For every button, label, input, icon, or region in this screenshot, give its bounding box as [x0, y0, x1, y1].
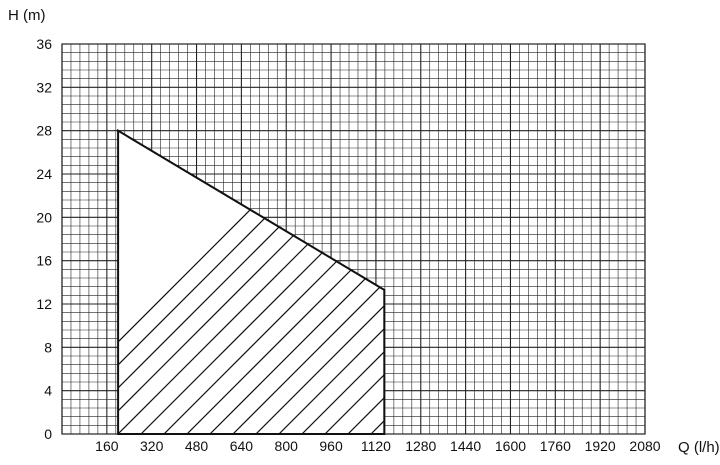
hatch-line: [118, 130, 385, 434]
hatch-line: [252, 130, 385, 434]
y-axis-label: H (m): [8, 7, 46, 24]
x-tick-label: 480: [185, 438, 209, 454]
x-tick-label: 160: [95, 438, 119, 454]
y-tick-label: 16: [36, 253, 52, 269]
hatch-line: [667, 0, 720, 460]
hatch-line: [118, 130, 385, 434]
hatch-line: [118, 130, 385, 434]
area-outline: [117, 128, 386, 435]
y-tick-label: 0: [44, 426, 52, 442]
x-tick-label: 800: [275, 438, 299, 454]
y-tick-label: 28: [36, 123, 52, 139]
y-tick-label: 4: [44, 383, 52, 399]
x-axis-label: Q (l/h): [678, 439, 720, 456]
x-tick-label: 1920: [585, 438, 616, 454]
hatch-line: [160, 130, 385, 434]
x-tick-label: 2080: [629, 438, 660, 454]
hatch-line: [644, 0, 720, 460]
x-tick-label: 640: [230, 438, 254, 454]
y-tick-label: 8: [44, 339, 52, 355]
tick-labels: 0 4 8 12 16 20 24 28 32 36 160 320 480 640 800 960 1120 1…: [36, 36, 660, 454]
hatch-line: [183, 130, 385, 434]
hatch-line: [275, 130, 385, 434]
hatch-line: [713, 0, 720, 460]
y-tick-label: 36: [36, 36, 52, 52]
x-tick-label: 320: [140, 438, 164, 454]
hatch-line: [690, 0, 720, 460]
y-tick-label: 20: [36, 209, 52, 225]
x-tick-label: 1760: [540, 438, 571, 454]
x-tick-label: 1440: [450, 438, 481, 454]
x-tick-label: 1280: [405, 438, 436, 454]
x-tick-label: 960: [319, 438, 343, 454]
x-tick-label: 1600: [495, 438, 526, 454]
y-tick-label: 12: [36, 296, 52, 312]
x-tick-label: 1120: [361, 438, 391, 454]
hatch-line: [206, 130, 385, 434]
hatch-line: [298, 130, 385, 434]
y-tick-label: 24: [36, 166, 52, 182]
area-fill: [118, 130, 385, 434]
hatch-line: [229, 130, 385, 434]
y-tick-label: 32: [36, 79, 52, 95]
